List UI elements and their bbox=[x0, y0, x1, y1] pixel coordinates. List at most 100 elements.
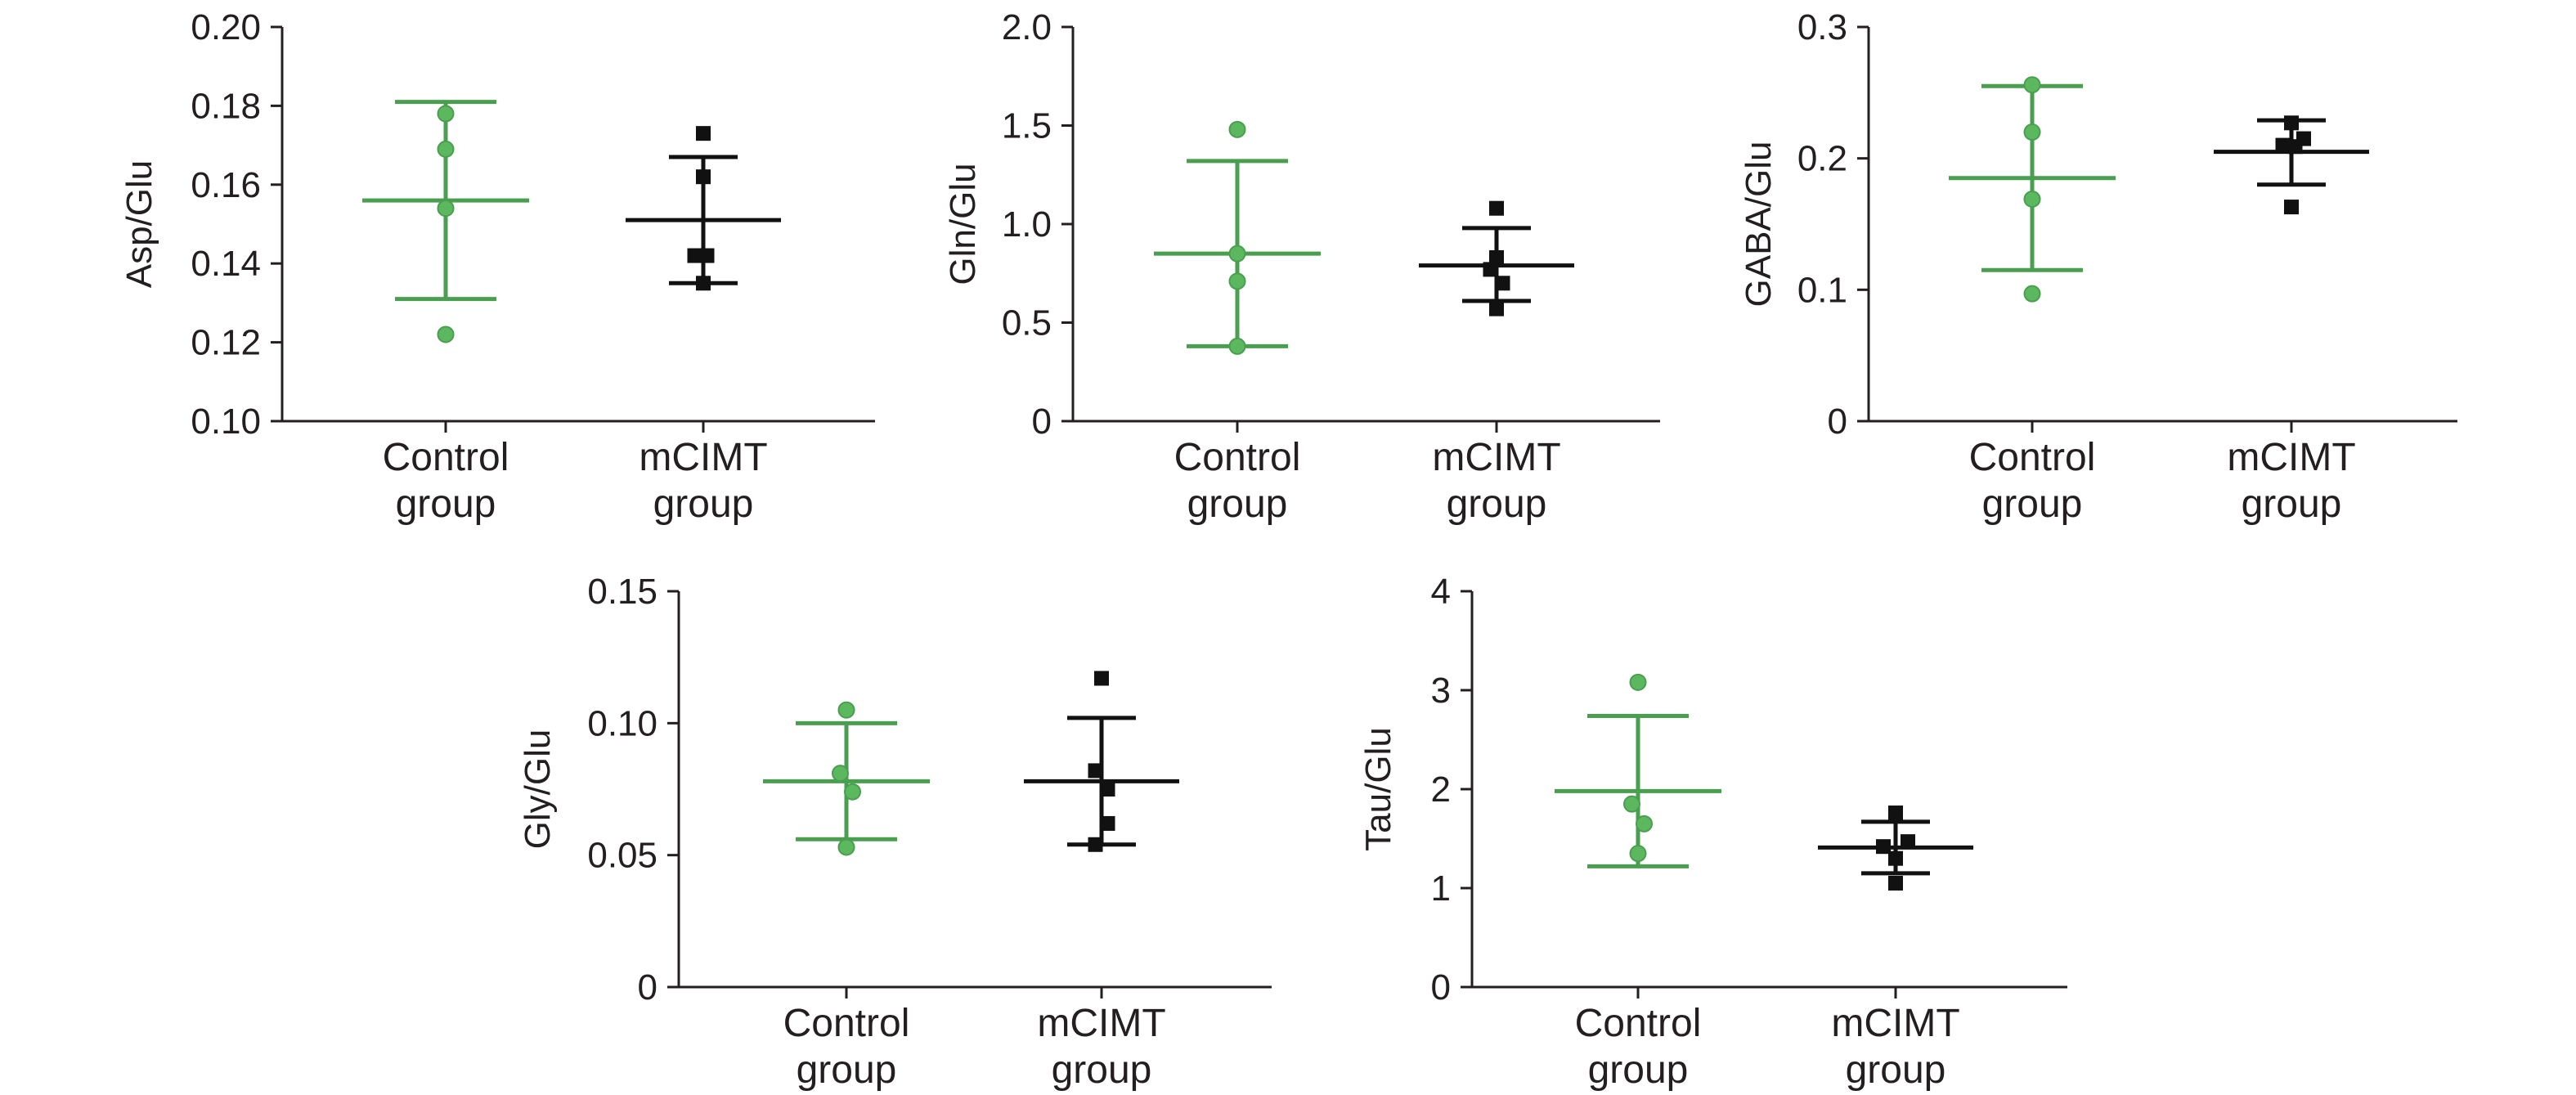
x-tick-label: Control bbox=[783, 1002, 910, 1045]
x-tick-label: Control bbox=[1174, 436, 1301, 479]
data-point bbox=[1888, 806, 1903, 821]
data-point bbox=[437, 105, 455, 123]
data-point bbox=[437, 200, 455, 218]
y-tick-label: 1.0 bbox=[1002, 204, 1052, 245]
data-point bbox=[1228, 245, 1246, 263]
x-tick-label: group bbox=[797, 1048, 897, 1092]
y-tick-label: 0 bbox=[638, 967, 657, 1007]
mcimt-series bbox=[2214, 115, 2369, 215]
panel-gly-glu: 00.050.100.15ControlgroupmCIMTgroupGly/G… bbox=[518, 572, 1272, 1092]
mcimt-series bbox=[1024, 671, 1179, 852]
y-tick-label: 0 bbox=[1828, 402, 1847, 442]
data-point bbox=[837, 838, 855, 856]
data-point bbox=[1623, 795, 1640, 813]
data-point bbox=[1876, 839, 1891, 855]
x-tick-label: mCIMT bbox=[1831, 1002, 1959, 1045]
x-tick-label: group bbox=[2242, 482, 2342, 526]
data-point bbox=[437, 325, 455, 343]
y-tick-label: 0.20 bbox=[191, 7, 261, 47]
control-series bbox=[763, 701, 930, 856]
x-tick-label: group bbox=[1052, 1048, 1152, 1092]
data-point bbox=[696, 126, 711, 141]
panel-asp-glu: 0.100.120.140.160.180.20ControlgroupmCIM… bbox=[119, 7, 875, 526]
data-point bbox=[1088, 763, 1103, 779]
data-point bbox=[2023, 190, 2041, 208]
x-tick-label: group bbox=[1846, 1048, 1946, 1092]
y-tick-label: 0.10 bbox=[587, 703, 657, 743]
x-tick-label: group bbox=[1447, 482, 1547, 526]
x-tick-label: mCIMT bbox=[1432, 436, 1560, 479]
data-point bbox=[2284, 200, 2299, 215]
y-tick-label: 0 bbox=[1032, 402, 1052, 442]
data-point bbox=[832, 765, 849, 783]
data-point bbox=[1901, 834, 1915, 850]
y-tick-label: 4 bbox=[1431, 572, 1451, 612]
data-point bbox=[687, 248, 702, 263]
y-tick-label: 2.0 bbox=[1002, 7, 1052, 47]
control-series bbox=[362, 100, 529, 343]
data-point bbox=[2023, 285, 2041, 303]
y-tick-label: 0.18 bbox=[191, 86, 261, 126]
x-tick-label: Control bbox=[1575, 1002, 1702, 1045]
y-axis-title: Tau/Glu bbox=[1358, 727, 1398, 851]
data-point bbox=[1636, 815, 1653, 832]
mcimt-series bbox=[1419, 200, 1574, 316]
y-tick-label: 0.3 bbox=[1797, 7, 1847, 47]
data-point bbox=[1483, 262, 1498, 277]
y-axis-title: Gly/Glu bbox=[518, 729, 558, 850]
y-tick-label: 2 bbox=[1431, 770, 1451, 810]
data-point bbox=[1228, 337, 1246, 355]
data-point bbox=[1228, 120, 1246, 138]
x-tick-label: mCIMT bbox=[1037, 1002, 1165, 1045]
x-tick-label: Control bbox=[383, 436, 509, 479]
data-point bbox=[1888, 875, 1903, 891]
y-tick-label: 0.14 bbox=[191, 244, 261, 284]
y-tick-label: 0.15 bbox=[587, 572, 657, 612]
data-point bbox=[1100, 782, 1115, 797]
data-point bbox=[1629, 845, 1647, 863]
data-point bbox=[696, 169, 711, 185]
y-tick-label: 0.10 bbox=[191, 402, 261, 442]
control-series bbox=[1555, 673, 1721, 868]
data-point bbox=[1100, 815, 1115, 831]
y-tick-label: 0.12 bbox=[191, 323, 261, 363]
y-tick-label: 0 bbox=[1431, 967, 1451, 1007]
x-tick-label: mCIMT bbox=[639, 436, 767, 479]
mcimt-series bbox=[1818, 806, 1973, 891]
data-point bbox=[1228, 272, 1246, 290]
data-point bbox=[699, 248, 715, 263]
x-tick-label: group bbox=[653, 482, 754, 526]
mcimt-series bbox=[626, 126, 781, 291]
y-axis-title: GABA/Glu bbox=[1739, 141, 1779, 307]
x-tick-label: group bbox=[396, 482, 496, 526]
panel-gln-glu: 00.51.01.52.0ControlgroupmCIMTgroupGln/G… bbox=[943, 7, 1660, 526]
data-point bbox=[1489, 301, 1504, 316]
y-tick-label: 1.5 bbox=[1002, 106, 1052, 146]
y-tick-label: 0.1 bbox=[1797, 270, 1847, 310]
x-tick-label: Control bbox=[1969, 436, 2096, 479]
data-point bbox=[696, 276, 711, 291]
x-tick-label: group bbox=[1982, 482, 2083, 526]
data-point bbox=[1495, 276, 1510, 291]
data-point bbox=[837, 701, 855, 719]
data-point bbox=[2023, 76, 2041, 94]
y-axis-title: Gln/Glu bbox=[943, 163, 983, 285]
data-point bbox=[1629, 673, 1647, 691]
data-point bbox=[2275, 137, 2291, 153]
y-tick-label: 0.16 bbox=[191, 165, 261, 205]
y-tick-label: 1 bbox=[1431, 868, 1451, 909]
data-point bbox=[1489, 249, 1504, 265]
y-tick-label: 3 bbox=[1431, 671, 1451, 711]
x-tick-label: mCIMT bbox=[2227, 436, 2355, 479]
x-tick-label: group bbox=[1588, 1048, 1689, 1092]
data-point bbox=[1094, 671, 1109, 686]
data-point bbox=[2023, 123, 2041, 141]
data-point bbox=[844, 783, 861, 801]
data-point bbox=[1088, 837, 1103, 852]
x-tick-label: group bbox=[1187, 482, 1288, 526]
data-point bbox=[437, 140, 455, 158]
y-tick-label: 0.05 bbox=[587, 836, 657, 876]
